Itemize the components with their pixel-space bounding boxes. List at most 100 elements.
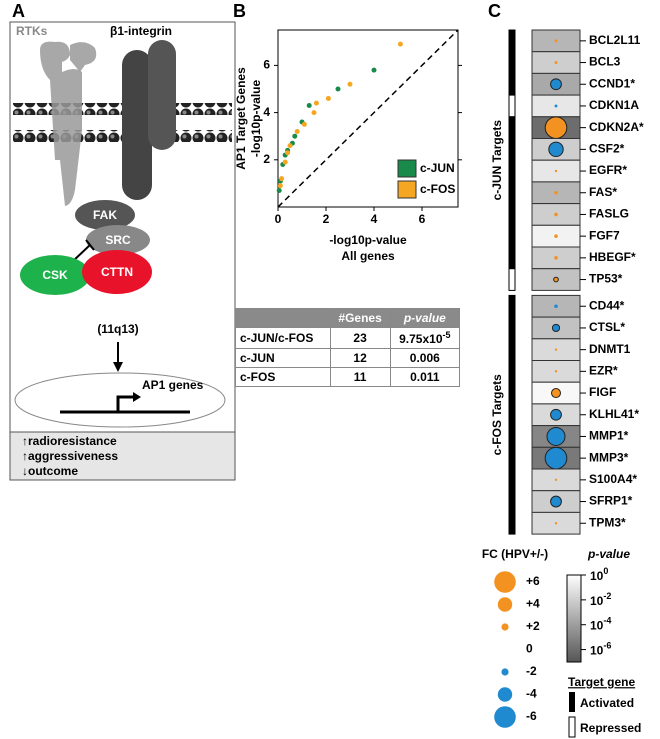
header-cell: #Genes [329, 308, 391, 328]
gene-label: EGFR* [589, 163, 627, 177]
fc-dot [550, 495, 562, 508]
target-bar [508, 468, 516, 492]
gene-label: SFRP1* [589, 494, 633, 508]
point [276, 187, 282, 193]
base: 10 [590, 594, 604, 608]
gene-label: FAS* [589, 185, 617, 199]
header-cell: p-value [389, 308, 461, 328]
x-tick-label: 6 [419, 212, 426, 226]
fc-dot [554, 478, 558, 482]
fc-dot [554, 39, 558, 43]
point [313, 100, 319, 106]
p-value-text: 0.006 [409, 351, 440, 365]
panel-a: A RTKs β1-integrin FAK SRC CSK CTTN (11q… [9, 1, 236, 481]
fc-dot [554, 61, 558, 64]
fc-legend-label: +4 [526, 597, 540, 611]
point [301, 121, 307, 127]
target-bar [508, 51, 516, 74]
x-tick-label: 0 [275, 212, 282, 226]
p-value: 0.006 [389, 348, 461, 368]
target-bar [508, 360, 516, 383]
p-exponent: -5 [442, 330, 451, 340]
point [292, 133, 298, 139]
target-bar [508, 138, 516, 161]
csk-node [20, 255, 90, 295]
fc-dot [554, 169, 558, 173]
cttn-node [82, 250, 152, 294]
y-tick-label: 2 [263, 152, 270, 166]
fc-legend-label: 0 [526, 642, 533, 656]
gene-count: 12 [329, 348, 391, 368]
group-label: c-JUN Targets [490, 120, 504, 201]
p-tick-label: 10-4 [590, 616, 611, 633]
gene-label: BCL3 [589, 55, 621, 69]
gene-label: HBEGF* [589, 250, 636, 264]
panel-label: C [488, 1, 501, 21]
gene-label: CDKN2A* [589, 120, 644, 134]
point [347, 81, 353, 87]
p-tick-label: 100 [590, 566, 608, 583]
p-colorbar [566, 574, 582, 663]
gene-label: FIGF [589, 385, 616, 399]
table-row: c-JUN/c-FOS 23 9.75x10-5 [235, 327, 461, 349]
point [279, 176, 285, 182]
target-bar [508, 268, 516, 291]
x-tick-label: 2 [323, 212, 330, 226]
point [277, 183, 283, 189]
fc-dot [546, 426, 566, 446]
target-bar [508, 72, 516, 96]
target-bar [508, 511, 516, 535]
point [311, 110, 317, 116]
p-value-text: 0.011 [410, 370, 440, 384]
label: CSK [42, 268, 68, 282]
gene-label: TP53* [589, 272, 623, 286]
gene-count: 11 [329, 367, 391, 387]
fc-dot [554, 304, 558, 309]
fc-legend-dot [497, 687, 513, 702]
label: FAK [93, 208, 117, 222]
fc-dot [554, 256, 558, 260]
fc-legend-dot [501, 668, 509, 676]
target-bar [508, 203, 516, 226]
legend-swatch [397, 159, 417, 178]
fc-legend-dot [501, 623, 509, 631]
legend-label: Activated [580, 696, 634, 710]
legend-title: p-value [587, 547, 630, 561]
gene-arrow [133, 392, 141, 402]
target-bar [508, 316, 516, 340]
target-bar [508, 224, 516, 248]
fc-dot [550, 408, 562, 421]
fc-legend-label: +2 [526, 619, 540, 633]
integrin-shape [122, 50, 152, 200]
outcome: ↑aggressiveness [22, 449, 118, 463]
outcome-box [9, 431, 236, 481]
point [287, 143, 293, 149]
target-bar [508, 159, 516, 183]
label: SRC [105, 233, 131, 247]
table: #Genes p-value c-JUN/c-FOS 23 9.75x10-5 c-JUN… [235, 308, 461, 387]
label: β1-integrin [110, 24, 172, 38]
fc-legend-dot [494, 706, 516, 728]
point [282, 159, 288, 165]
point [285, 150, 291, 156]
target-bar [508, 490, 516, 513]
legend-bar [568, 716, 576, 738]
base: 10 [590, 644, 604, 658]
p-tick-label: 10-6 [590, 641, 611, 658]
fc-dot [554, 212, 558, 217]
point [335, 86, 341, 92]
fc-dot [554, 348, 558, 351]
label: AP1 genes [142, 378, 204, 392]
outcome: ↓outcome [22, 464, 78, 478]
gene-symbol [60, 395, 190, 414]
rtk-shape [70, 42, 97, 72]
fc-legend-dot [494, 571, 516, 593]
fc-legend-label: -4 [526, 687, 537, 701]
label: CTTN [101, 265, 133, 279]
target-bar [508, 425, 516, 448]
gene-label: CCND1* [589, 76, 635, 90]
fc-dot [551, 388, 561, 399]
gene-label: EZR* [589, 364, 618, 378]
p-value: 0.011 [389, 367, 461, 387]
